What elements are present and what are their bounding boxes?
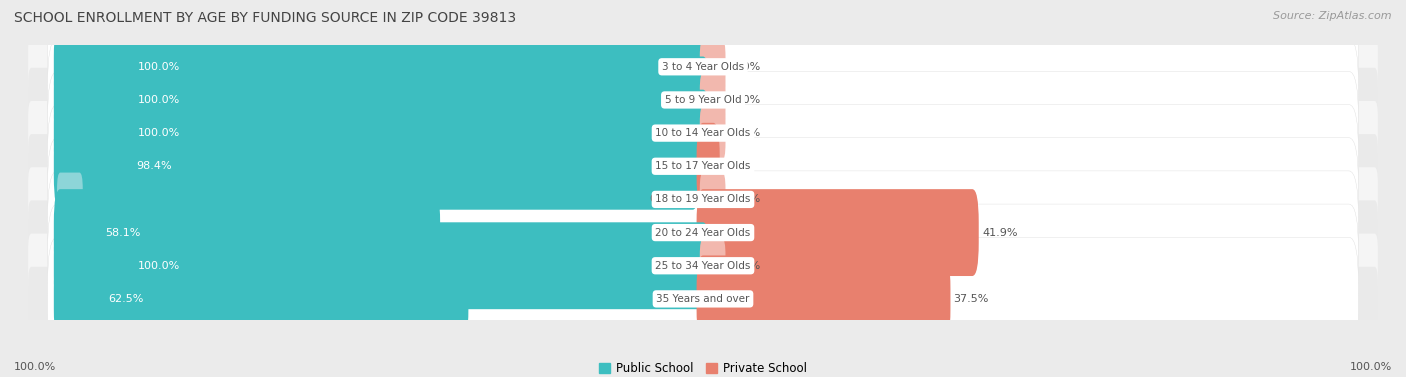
Text: 0.0%: 0.0% <box>733 128 761 138</box>
FancyBboxPatch shape <box>53 57 710 143</box>
Text: SCHOOL ENROLLMENT BY AGE BY FUNDING SOURCE IN ZIP CODE 39813: SCHOOL ENROLLMENT BY AGE BY FUNDING SOUR… <box>14 11 516 25</box>
Text: 58.1%: 58.1% <box>105 228 141 238</box>
Text: 20 to 24 Year Olds: 20 to 24 Year Olds <box>655 228 751 238</box>
Text: 0.0%: 0.0% <box>733 261 761 271</box>
Text: 0.0%: 0.0% <box>650 195 678 204</box>
FancyBboxPatch shape <box>696 189 979 276</box>
FancyBboxPatch shape <box>700 173 725 226</box>
Legend: Public School, Private School: Public School, Private School <box>599 362 807 375</box>
Text: 37.5%: 37.5% <box>953 294 988 304</box>
FancyBboxPatch shape <box>700 239 725 293</box>
FancyBboxPatch shape <box>696 123 720 210</box>
FancyBboxPatch shape <box>48 104 1358 228</box>
Text: 0.0%: 0.0% <box>733 195 761 204</box>
Text: 18 to 19 Year Olds: 18 to 19 Year Olds <box>655 195 751 204</box>
Text: 15 to 17 Year Olds: 15 to 17 Year Olds <box>655 161 751 171</box>
FancyBboxPatch shape <box>700 106 725 160</box>
FancyBboxPatch shape <box>53 256 468 342</box>
FancyBboxPatch shape <box>28 35 1378 99</box>
FancyBboxPatch shape <box>48 237 1358 360</box>
Text: Source: ZipAtlas.com: Source: ZipAtlas.com <box>1274 11 1392 21</box>
FancyBboxPatch shape <box>48 5 1358 129</box>
FancyBboxPatch shape <box>48 171 1358 294</box>
Text: 1.6%: 1.6% <box>723 161 751 171</box>
Text: 10 to 14 Year Olds: 10 to 14 Year Olds <box>655 128 751 138</box>
FancyBboxPatch shape <box>48 38 1358 162</box>
Text: 0.0%: 0.0% <box>733 95 761 105</box>
Text: 3 to 4 Year Olds: 3 to 4 Year Olds <box>662 62 744 72</box>
Text: 0.0%: 0.0% <box>733 62 761 72</box>
FancyBboxPatch shape <box>700 73 725 127</box>
Text: 25 to 34 Year Olds: 25 to 34 Year Olds <box>655 261 751 271</box>
Text: 100.0%: 100.0% <box>138 261 180 271</box>
Text: 62.5%: 62.5% <box>108 294 143 304</box>
FancyBboxPatch shape <box>48 138 1358 261</box>
FancyBboxPatch shape <box>53 222 710 309</box>
Text: 100.0%: 100.0% <box>138 95 180 105</box>
FancyBboxPatch shape <box>53 189 440 276</box>
FancyBboxPatch shape <box>28 68 1378 132</box>
FancyBboxPatch shape <box>28 201 1378 265</box>
Text: 100.0%: 100.0% <box>138 62 180 72</box>
FancyBboxPatch shape <box>53 23 710 110</box>
FancyBboxPatch shape <box>48 204 1358 327</box>
FancyBboxPatch shape <box>28 134 1378 198</box>
Text: 98.4%: 98.4% <box>136 161 172 171</box>
FancyBboxPatch shape <box>28 167 1378 231</box>
Text: 5 to 9 Year Old: 5 to 9 Year Old <box>665 95 741 105</box>
Text: 41.9%: 41.9% <box>981 228 1018 238</box>
Text: 100.0%: 100.0% <box>1350 362 1392 372</box>
FancyBboxPatch shape <box>700 40 725 93</box>
FancyBboxPatch shape <box>28 267 1378 331</box>
Text: 35 Years and over: 35 Years and over <box>657 294 749 304</box>
FancyBboxPatch shape <box>53 123 699 210</box>
Text: 100.0%: 100.0% <box>14 362 56 372</box>
FancyBboxPatch shape <box>53 90 710 176</box>
FancyBboxPatch shape <box>58 173 83 226</box>
Text: 100.0%: 100.0% <box>138 128 180 138</box>
FancyBboxPatch shape <box>28 234 1378 298</box>
FancyBboxPatch shape <box>48 71 1358 195</box>
FancyBboxPatch shape <box>28 101 1378 165</box>
FancyBboxPatch shape <box>696 256 950 342</box>
